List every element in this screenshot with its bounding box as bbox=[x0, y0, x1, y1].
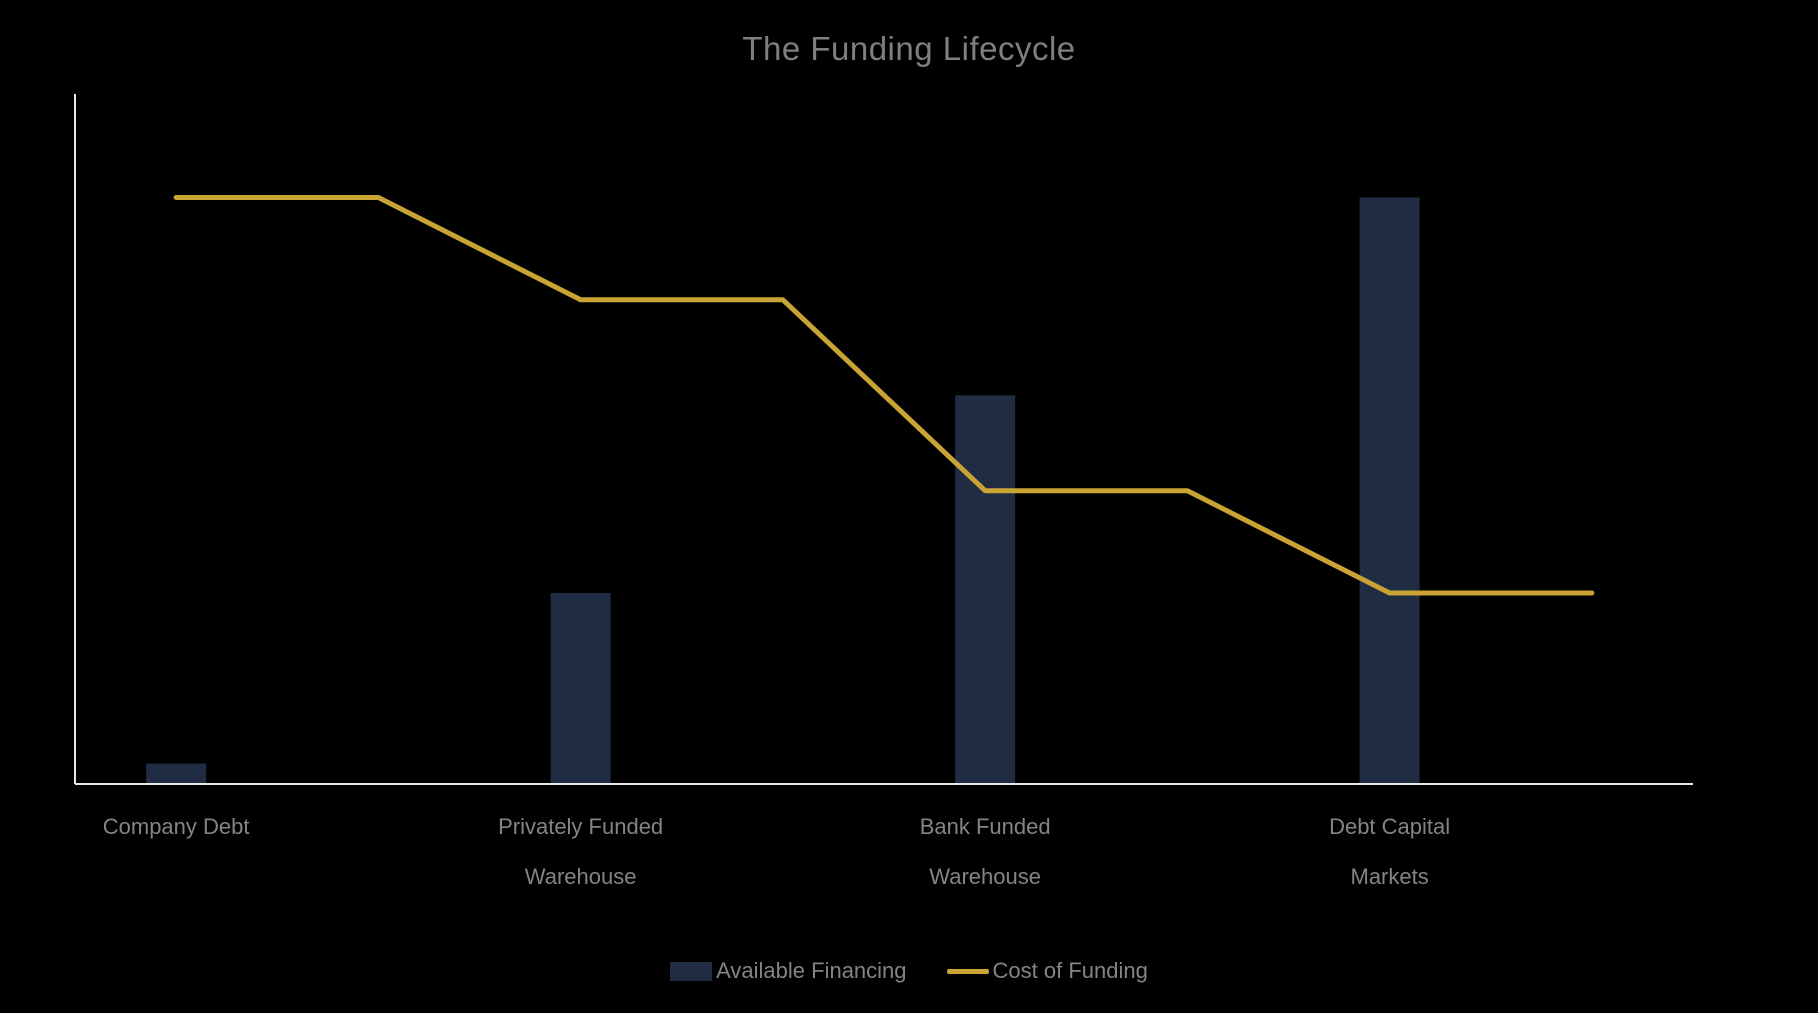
x-axis-label-line: Bank Funded bbox=[919, 814, 1051, 839]
legend-label-cost-of-funding: Cost of Funding bbox=[992, 958, 1148, 983]
bar-available-financing-3 bbox=[1359, 197, 1420, 785]
x-axis-label-line: Warehouse bbox=[524, 864, 637, 889]
legend-item-cost-of-funding: Cost of Funding bbox=[946, 958, 1148, 984]
bar-available-financing-1 bbox=[550, 593, 611, 784]
cost-of-funding-line bbox=[173, 194, 1595, 596]
legend: Available Financing Cost of Funding bbox=[0, 958, 1818, 984]
legend-label-available-financing: Available Financing bbox=[716, 958, 907, 983]
x-axis-label-1: Privately Funded Warehouse bbox=[421, 802, 741, 902]
x-axis-label-line: Company Debt bbox=[102, 814, 250, 839]
x-axis-label-line: Debt Capital bbox=[1329, 814, 1451, 839]
x-axis-label-2: Bank Funded Warehouse bbox=[825, 802, 1145, 902]
legend-swatch-bar-icon bbox=[670, 961, 713, 981]
x-axis-label-line: Warehouse bbox=[929, 864, 1041, 889]
bar-available-financing-2 bbox=[955, 395, 1016, 784]
chart-title: The Funding Lifecycle bbox=[742, 30, 1076, 67]
x-axis-label-line: Privately Funded bbox=[498, 814, 664, 839]
x-axis-label-line: Markets bbox=[1350, 864, 1429, 889]
bar-available-financing-0 bbox=[146, 763, 207, 784]
legend-swatch-line-icon bbox=[946, 968, 989, 974]
x-axis-label-3: Debt Capital Markets bbox=[1230, 802, 1550, 902]
x-axis-label-0: Company Debt bbox=[16, 802, 336, 852]
legend-item-available-financing: Available Financing bbox=[670, 958, 907, 984]
